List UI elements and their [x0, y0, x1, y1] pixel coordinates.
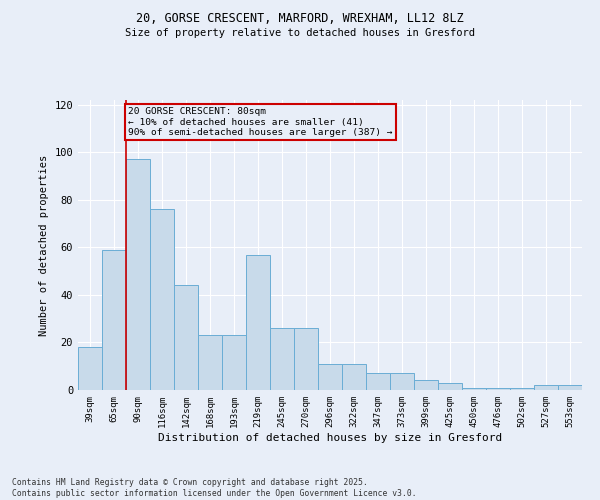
Bar	[414, 380, 438, 390]
Bar	[294, 328, 318, 390]
Bar	[486, 388, 510, 390]
Bar	[534, 385, 558, 390]
Bar	[438, 383, 462, 390]
Bar	[126, 160, 150, 390]
Text: 20 GORSE CRESCENT: 80sqm
← 10% of detached houses are smaller (41)
90% of semi-d: 20 GORSE CRESCENT: 80sqm ← 10% of detach…	[128, 107, 393, 137]
Text: Contains HM Land Registry data © Crown copyright and database right 2025.
Contai: Contains HM Land Registry data © Crown c…	[12, 478, 416, 498]
Bar	[558, 385, 582, 390]
Bar	[222, 336, 246, 390]
Bar	[270, 328, 294, 390]
Bar	[318, 364, 342, 390]
Text: Size of property relative to detached houses in Gresford: Size of property relative to detached ho…	[125, 28, 475, 38]
Bar	[342, 364, 366, 390]
Bar	[150, 210, 174, 390]
Bar	[462, 388, 486, 390]
Bar	[510, 388, 534, 390]
Text: 20, GORSE CRESCENT, MARFORD, WREXHAM, LL12 8LZ: 20, GORSE CRESCENT, MARFORD, WREXHAM, LL…	[136, 12, 464, 26]
Bar	[102, 250, 126, 390]
Bar	[78, 347, 102, 390]
Bar	[174, 286, 198, 390]
X-axis label: Distribution of detached houses by size in Gresford: Distribution of detached houses by size …	[158, 432, 502, 442]
Y-axis label: Number of detached properties: Number of detached properties	[39, 154, 49, 336]
Bar	[366, 374, 390, 390]
Bar	[390, 374, 414, 390]
Bar	[246, 254, 270, 390]
Bar	[198, 336, 222, 390]
